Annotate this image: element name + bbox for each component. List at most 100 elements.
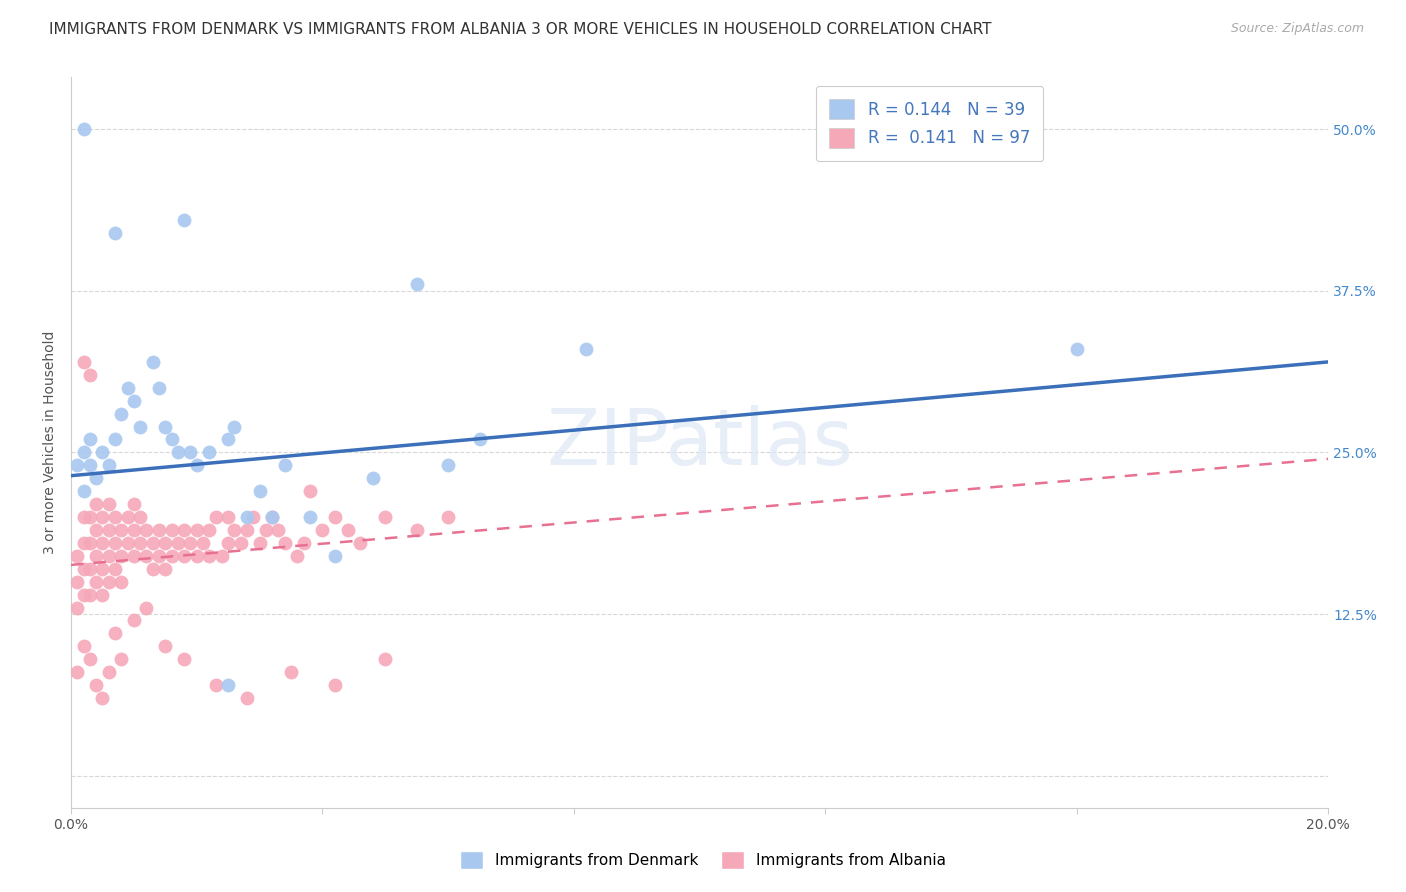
Point <box>262 510 284 524</box>
Point <box>349 536 371 550</box>
Point <box>186 549 208 563</box>
Point <box>198 549 221 563</box>
Point <box>236 691 259 706</box>
Point <box>405 277 427 292</box>
Point <box>160 549 183 563</box>
Point <box>280 665 302 680</box>
Point <box>79 368 101 382</box>
Point <box>468 433 491 447</box>
Point <box>97 574 120 589</box>
Point <box>79 588 101 602</box>
Point <box>72 536 94 550</box>
Y-axis label: 3 or more Vehicles in Household: 3 or more Vehicles in Household <box>44 331 58 555</box>
Point <box>97 458 120 473</box>
Point <box>72 484 94 499</box>
Point <box>148 523 170 537</box>
Point <box>298 510 321 524</box>
Point <box>104 536 127 550</box>
Point <box>135 549 157 563</box>
Point <box>323 549 346 563</box>
Point <box>91 562 114 576</box>
Point <box>97 523 120 537</box>
Point <box>142 355 165 369</box>
Point <box>186 458 208 473</box>
Point <box>198 523 221 537</box>
Point <box>79 433 101 447</box>
Point <box>262 510 284 524</box>
Point <box>79 458 101 473</box>
Point <box>104 562 127 576</box>
Point <box>374 510 396 524</box>
Point <box>91 588 114 602</box>
Point <box>155 419 177 434</box>
Point <box>72 122 94 136</box>
Point <box>274 458 297 473</box>
Point <box>91 510 114 524</box>
Point <box>217 510 239 524</box>
Point <box>79 652 101 666</box>
Point <box>135 523 157 537</box>
Point <box>179 445 201 459</box>
Legend: Immigrants from Denmark, Immigrants from Albania: Immigrants from Denmark, Immigrants from… <box>454 845 952 875</box>
Point <box>72 640 94 654</box>
Point <box>72 445 94 459</box>
Legend: R = 0.144   N = 39, R =  0.141   N = 97: R = 0.144 N = 39, R = 0.141 N = 97 <box>815 86 1043 161</box>
Point <box>122 393 145 408</box>
Point <box>117 381 139 395</box>
Point <box>298 484 321 499</box>
Point <box>173 549 195 563</box>
Point <box>104 626 127 640</box>
Point <box>129 510 152 524</box>
Point <box>122 523 145 537</box>
Point <box>575 342 598 356</box>
Point <box>374 652 396 666</box>
Point <box>173 523 195 537</box>
Text: IMMIGRANTS FROM DENMARK VS IMMIGRANTS FROM ALBANIA 3 OR MORE VEHICLES IN HOUSEHO: IMMIGRANTS FROM DENMARK VS IMMIGRANTS FR… <box>49 22 991 37</box>
Point <box>72 588 94 602</box>
Point <box>323 678 346 692</box>
Point <box>84 497 107 511</box>
Point <box>97 549 120 563</box>
Point <box>274 536 297 550</box>
Point <box>155 562 177 576</box>
Point <box>148 549 170 563</box>
Point <box>79 536 101 550</box>
Point <box>117 510 139 524</box>
Point <box>437 510 460 524</box>
Point <box>249 536 271 550</box>
Point <box>204 510 226 524</box>
Point <box>97 497 120 511</box>
Point <box>336 523 359 537</box>
Point <box>179 536 201 550</box>
Point <box>72 510 94 524</box>
Point <box>72 355 94 369</box>
Point <box>191 536 214 550</box>
Point <box>97 665 120 680</box>
Point <box>1066 342 1088 356</box>
Point <box>104 433 127 447</box>
Point <box>186 523 208 537</box>
Point <box>122 549 145 563</box>
Point <box>129 536 152 550</box>
Point <box>173 212 195 227</box>
Point <box>204 678 226 692</box>
Point <box>91 536 114 550</box>
Point <box>155 640 177 654</box>
Point <box>211 549 233 563</box>
Point <box>135 600 157 615</box>
Point <box>148 381 170 395</box>
Point <box>110 523 132 537</box>
Point <box>66 665 89 680</box>
Point <box>117 536 139 550</box>
Point <box>160 523 183 537</box>
Point <box>142 562 165 576</box>
Point <box>173 652 195 666</box>
Point <box>236 523 259 537</box>
Point <box>91 691 114 706</box>
Point <box>110 549 132 563</box>
Point <box>292 536 315 550</box>
Point <box>361 471 384 485</box>
Point <box>217 433 239 447</box>
Point <box>405 523 427 537</box>
Point <box>66 574 89 589</box>
